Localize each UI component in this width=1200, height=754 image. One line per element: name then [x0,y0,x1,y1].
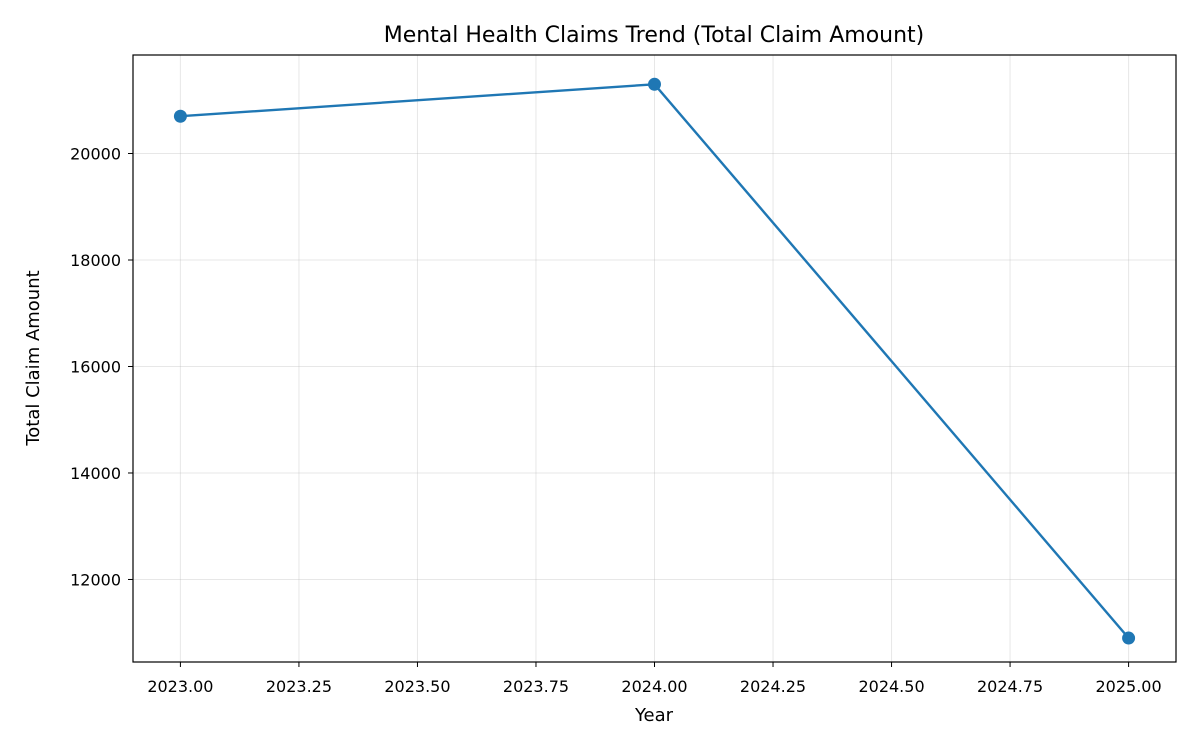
x-tick-label: 2024.50 [858,677,924,696]
x-axis-label: Year [634,705,674,726]
y-axis-label: Total Claim Amount [23,270,44,446]
y-tick-label: 16000 [70,357,121,376]
data-point [1122,631,1136,645]
x-axis-ticks: 2023.00 2023.25 2023.50 2023.75 2024.00 2024.… [147,662,1162,696]
data-point [173,109,187,123]
y-axis-ticks: 12000 14000 16000 18000 20000 [70,145,133,589]
y-tick-label: 20000 [70,145,121,164]
x-tick-label: 2024.25 [740,677,806,696]
y-tick-label: 18000 [70,251,121,270]
x-tick-label: 2025.00 [1096,677,1162,696]
x-tick-label: 2023.50 [384,677,450,696]
x-tick-label: 2024.00 [621,677,687,696]
y-tick-label: 14000 [70,464,121,483]
series-layer [173,77,1136,645]
chart-title: Mental Health Claims Trend (Total Claim … [384,23,925,48]
x-tick-label: 2023.25 [266,677,332,696]
x-tick-label: 2024.75 [977,677,1043,696]
data-point [648,77,661,91]
grid-lines [133,55,1176,662]
y-tick-label: 12000 [70,570,121,589]
x-tick-label: 2023.75 [503,677,569,696]
x-tick-label: 2023.00 [147,677,213,696]
